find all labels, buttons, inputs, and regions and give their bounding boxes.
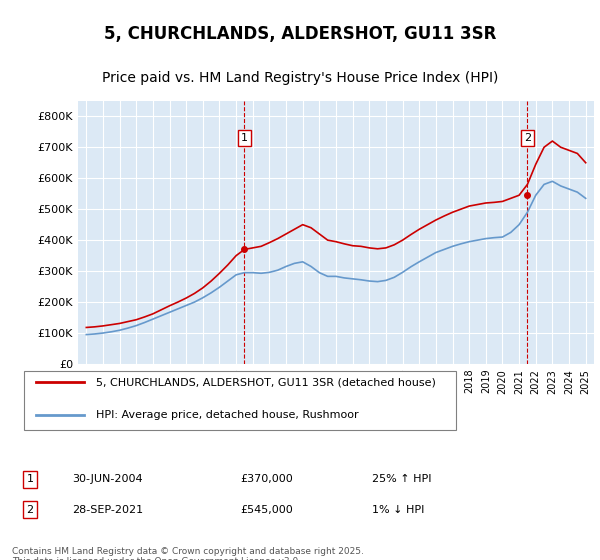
Text: 1: 1 — [241, 133, 248, 143]
Text: £370,000: £370,000 — [240, 474, 293, 484]
FancyBboxPatch shape — [24, 371, 456, 430]
Text: 5, CHURCHLANDS, ALDERSHOT, GU11 3SR (detached house): 5, CHURCHLANDS, ALDERSHOT, GU11 3SR (det… — [96, 377, 436, 387]
Text: Contains HM Land Registry data © Crown copyright and database right 2025.
This d: Contains HM Land Registry data © Crown c… — [12, 547, 364, 560]
Text: 2: 2 — [524, 133, 531, 143]
Text: HPI: Average price, detached house, Rushmoor: HPI: Average price, detached house, Rush… — [96, 410, 359, 420]
Text: 1% ↓ HPI: 1% ↓ HPI — [372, 505, 424, 515]
Text: 2: 2 — [26, 505, 34, 515]
Text: 1: 1 — [26, 474, 34, 484]
Text: 28-SEP-2021: 28-SEP-2021 — [72, 505, 143, 515]
Text: 5, CHURCHLANDS, ALDERSHOT, GU11 3SR: 5, CHURCHLANDS, ALDERSHOT, GU11 3SR — [104, 25, 496, 43]
Text: £545,000: £545,000 — [240, 505, 293, 515]
Text: 25% ↑ HPI: 25% ↑ HPI — [372, 474, 431, 484]
Text: 30-JUN-2004: 30-JUN-2004 — [72, 474, 143, 484]
Text: Price paid vs. HM Land Registry's House Price Index (HPI): Price paid vs. HM Land Registry's House … — [102, 72, 498, 86]
